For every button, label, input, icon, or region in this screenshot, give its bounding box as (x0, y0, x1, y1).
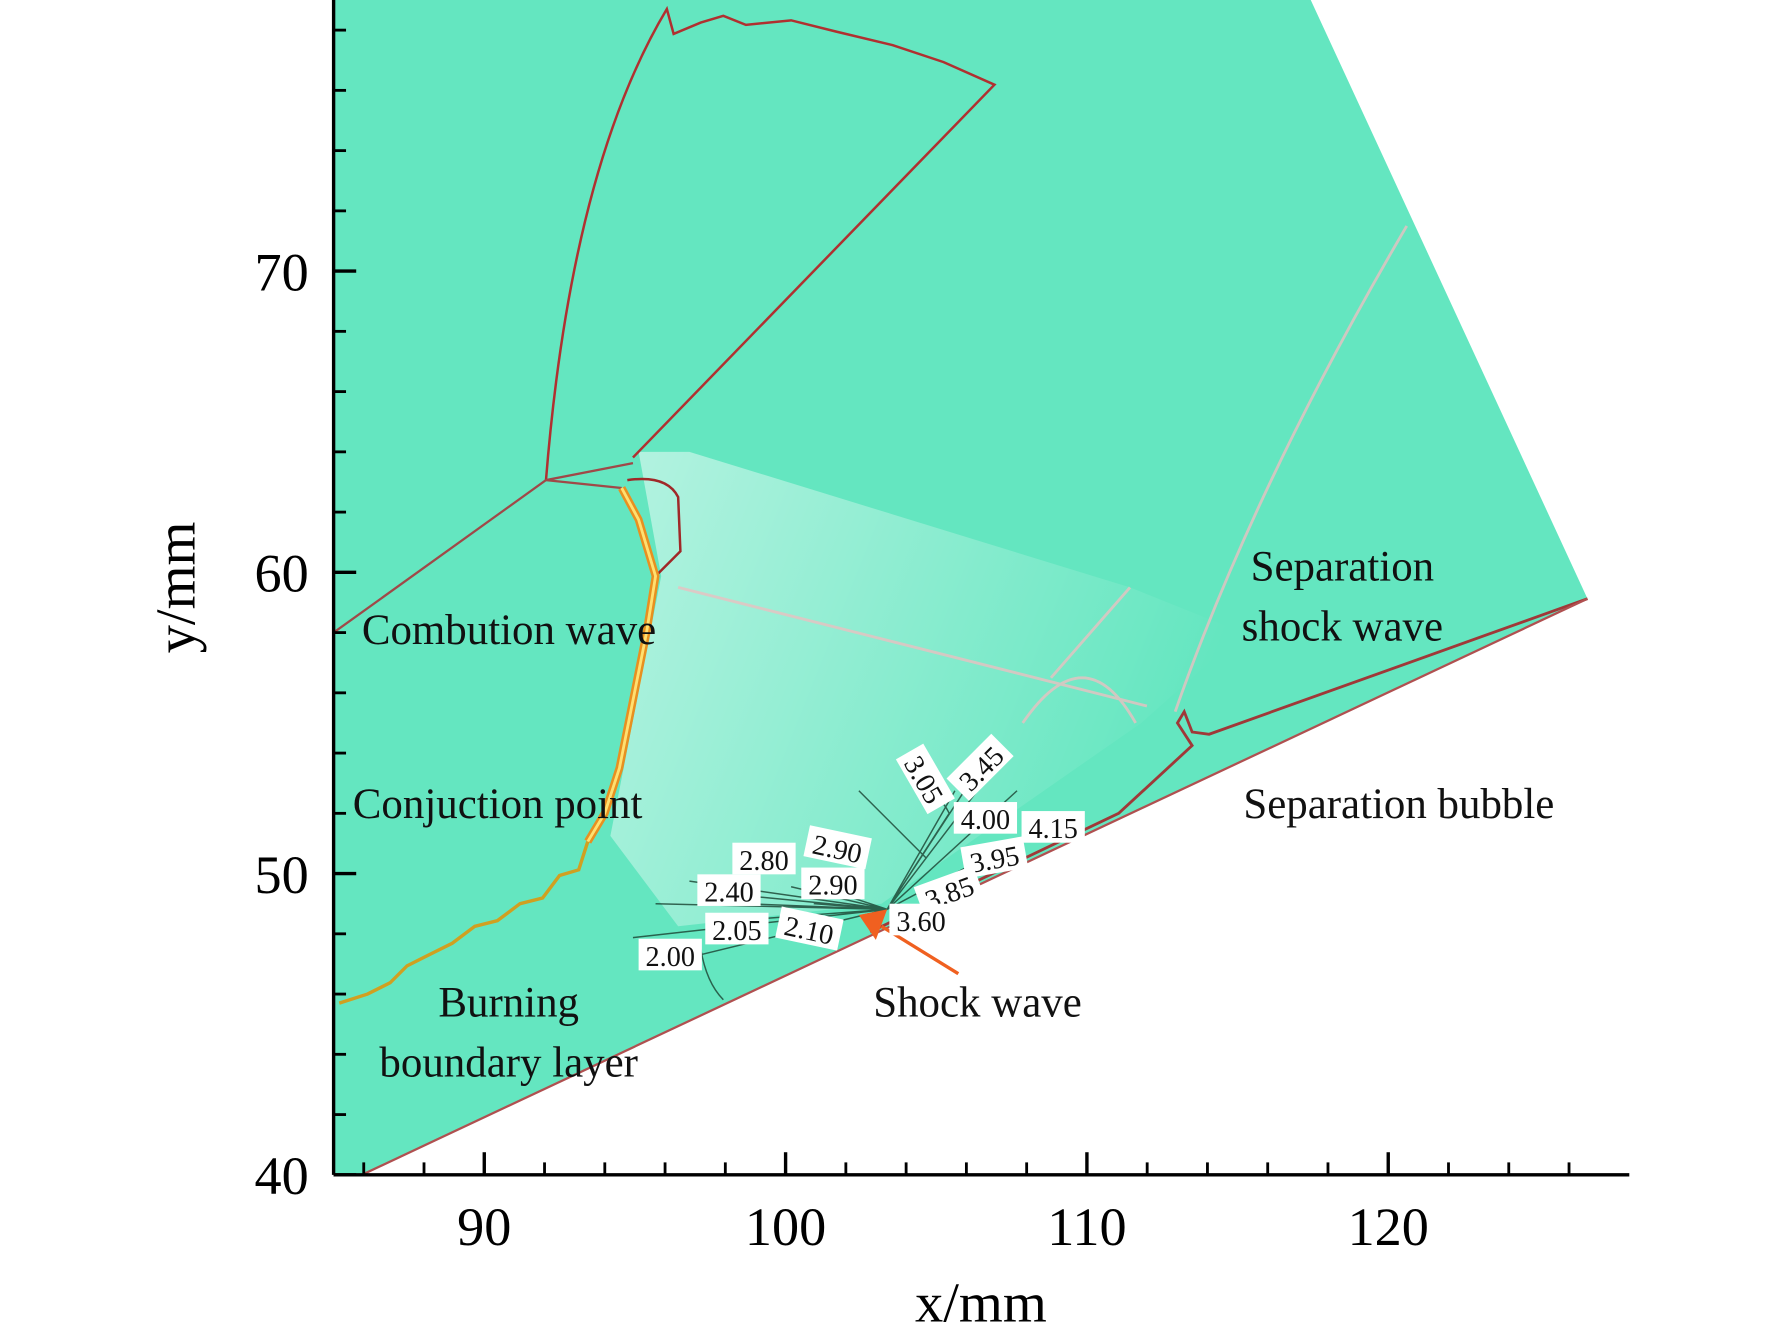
x-tick-label: 110 (1047, 1197, 1126, 1257)
contour-label: 2.80 (732, 842, 796, 877)
x-tick-label: 120 (1348, 1197, 1429, 1257)
contour-label-text: 2.40 (704, 877, 753, 908)
y-tick-label: 60 (255, 544, 309, 604)
y-axis-label: y/mm (146, 521, 208, 653)
contour-label-box (732, 842, 796, 875)
contour-label-box (638, 938, 702, 971)
shock-lines (677, 225, 1408, 724)
flow-features (332, 5, 1588, 1176)
annotation: Burning (438, 980, 579, 1027)
contour-label: 2.90 (801, 867, 865, 902)
contour-label: 2.00 (638, 938, 702, 973)
contour-label-text: 4.15 (1028, 814, 1077, 845)
annotation: Separation bubble (1243, 781, 1554, 828)
x-axis-label: x/mm (915, 1273, 1047, 1335)
annotation: Shock wave (873, 980, 1082, 1027)
y-tick-label: 70 (255, 242, 309, 302)
contour-label-box (705, 912, 769, 945)
contour-label: 3.95 (960, 836, 1029, 880)
contour-label-text: 3.60 (896, 907, 945, 938)
contour-label-box (801, 867, 865, 900)
contour-label-box (895, 743, 955, 815)
y-tick-label: 40 (255, 1146, 309, 1206)
contour-label-text: 2.90 (808, 871, 857, 902)
contour-label-text: 2.00 (646, 942, 695, 973)
x-tick-label: 90 (457, 1197, 511, 1257)
contour-label: 2.40 (697, 874, 761, 908)
contour-label-text: 2.80 (739, 846, 788, 877)
axes: x/mm y/mm 90 100 110 120 40 50 60 70 (146, 0, 1630, 1335)
expansion-region (610, 451, 1243, 927)
contour-label-box (803, 825, 872, 870)
annotation: Separation (1251, 544, 1434, 591)
triple-point (627, 477, 682, 577)
contour-label: 4.00 (953, 802, 1018, 836)
y-tick-label: 50 (255, 845, 309, 905)
oblique-shock (332, 462, 634, 634)
shock-foot (858, 909, 888, 940)
contour-label: 4.15 (1021, 811, 1085, 845)
contour-label-box (775, 906, 844, 951)
separation-bubble-line (869, 597, 1588, 934)
contour-label: 2.90 (803, 825, 872, 870)
annotation: boundary layer (379, 1040, 638, 1087)
bow-shock (544, 5, 997, 481)
contour-label-box (946, 733, 1014, 801)
annotations: Combution wave Conjuction point Burning bou… (353, 544, 1555, 1087)
contour-label-box (889, 903, 953, 936)
contour-label: 3.60 (889, 903, 953, 938)
burning-layer (338, 841, 590, 1005)
annotation: Conjuction point (353, 781, 643, 828)
annotation: shock wave (1242, 604, 1443, 651)
combustion-core (586, 487, 658, 843)
contour-label-box (1021, 811, 1085, 843)
contour-label-box (953, 802, 1018, 834)
contour-label-text: 2.05 (712, 916, 761, 947)
x-tick-label: 100 (745, 1197, 826, 1257)
contour-label-text: 4.00 (961, 805, 1010, 836)
contour-label-box (697, 874, 761, 906)
annotation: Combution wave (362, 607, 656, 654)
contour-label: 2.05 (705, 912, 769, 947)
contour-label-box (960, 836, 1029, 879)
